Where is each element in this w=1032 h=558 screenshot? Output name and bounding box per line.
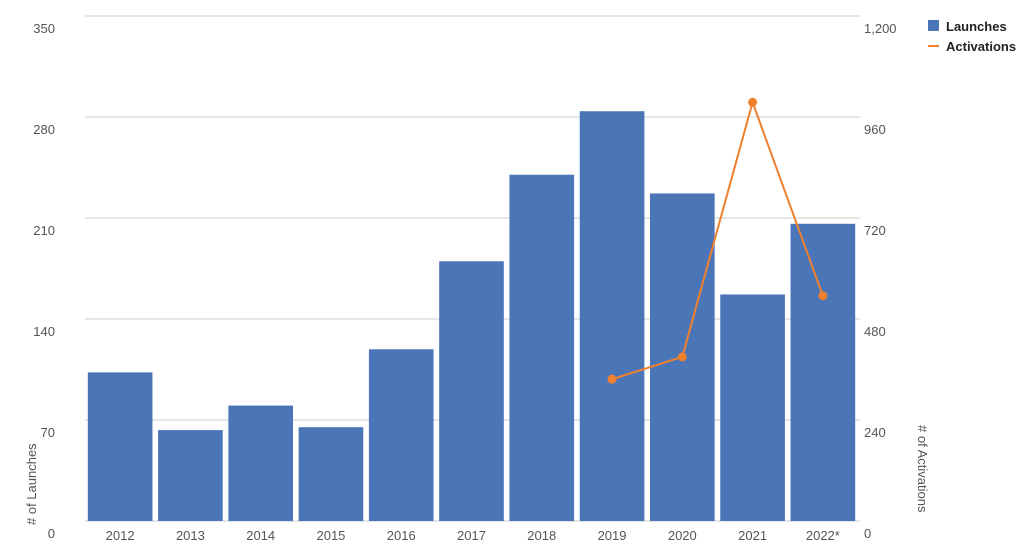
bar <box>579 111 645 521</box>
bar <box>368 349 434 521</box>
x-tick-label: 2017 <box>457 528 486 543</box>
x-tick-label: 2013 <box>176 528 205 543</box>
x-tick-label: 2012 <box>106 528 135 543</box>
x-tick-label: 2014 <box>246 528 275 543</box>
y-tick-label: 280 <box>33 122 55 137</box>
bar <box>158 430 223 521</box>
x-tick-label: 2018 <box>527 528 556 543</box>
y2-axis-title: # of Activations <box>915 425 930 513</box>
bar <box>720 294 785 521</box>
x-tick-label: 2015 <box>316 528 345 543</box>
point <box>677 352 687 362</box>
y-tick-label: 0 <box>48 526 55 541</box>
y2-tick-label: 480 <box>864 324 886 339</box>
x-tick-label: 2020 <box>668 528 697 543</box>
y2-tick-label: 0 <box>864 526 871 541</box>
legend-label: Activations <box>946 39 1016 54</box>
x-tick-label: 2016 <box>387 528 416 543</box>
legend-label: Launches <box>946 19 1007 34</box>
y2-tick-label: 240 <box>864 425 886 440</box>
y-tick-label: 70 <box>41 425 55 440</box>
y2-tick-label: 720 <box>864 223 886 238</box>
y2-tick-label: 1,200 <box>864 21 897 36</box>
line <box>611 98 824 381</box>
x-tick-label: 2019 <box>598 528 627 543</box>
bar <box>87 372 153 521</box>
bar <box>439 261 504 521</box>
bar <box>509 174 575 521</box>
point <box>607 374 617 384</box>
point <box>818 291 828 301</box>
y-tick-label: 210 <box>33 223 55 238</box>
bar <box>298 427 364 521</box>
bar <box>790 223 856 521</box>
y-axis-title: # of Launches <box>24 443 39 525</box>
legend-swatch <box>928 20 939 31</box>
y2-tick-label: 960 <box>864 122 886 137</box>
x-tick-label: 2021 <box>738 528 767 543</box>
point <box>748 97 758 107</box>
bar <box>228 405 294 521</box>
y-tick-label: 350 <box>33 21 55 36</box>
y-tick-label: 140 <box>33 324 55 339</box>
x-tick-label: 2022* <box>806 528 840 543</box>
